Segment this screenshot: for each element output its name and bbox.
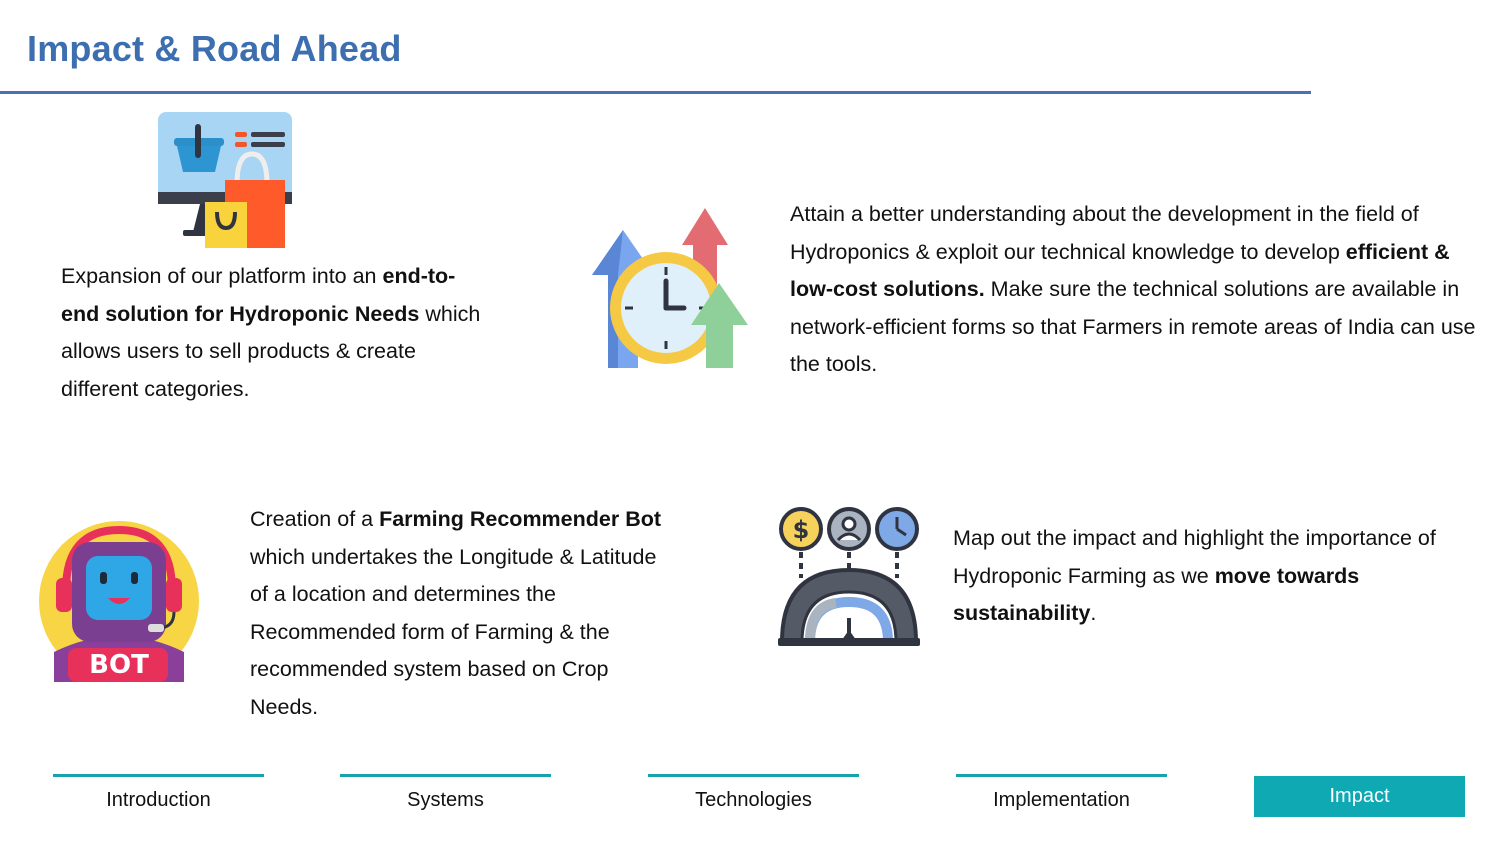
platform-text-part: Expansion of our platform into an (61, 264, 383, 288)
nav-tab-label: Implementation (993, 789, 1130, 811)
nav-tab-underline (340, 774, 551, 777)
bot-text-part: Creation of a (250, 507, 380, 531)
nav-tab-implementation[interactable]: Implementation (956, 774, 1167, 818)
impact-text-bold: move towards sustainability (953, 563, 1360, 626)
knowledge-text-part: Attain a better understanding about the … (790, 202, 1419, 264)
nav-tab-underline (53, 774, 264, 777)
nav-tab-label: Technologies (695, 789, 812, 811)
svg-text:$: $ (793, 516, 810, 544)
nav-tab-label: Impact (1329, 785, 1390, 807)
impact-text-part: Map out the impact and highlight the imp… (953, 526, 1436, 588)
platform-text-bold: end-to-end solution for Hydroponic Needs (61, 264, 456, 326)
recommender-bot-text: Creation of a Farming Recommender Bot wh… (250, 501, 670, 726)
knowledge-text: Attain a better understanding about the … (790, 196, 1490, 384)
knowledge-text-bold: efficient & low-cost solutions. (790, 239, 1450, 302)
nav-tab-technologies[interactable]: Technologies (648, 774, 859, 818)
nav-tab-underline (956, 774, 1167, 777)
page-title: Impact & Road Ahead (27, 28, 402, 69)
nav-tab-underline (648, 774, 859, 777)
title-divider (0, 91, 1311, 94)
nav-tab-label: Systems (407, 789, 484, 811)
bot-text-bold: Farming Recommender Bot (379, 507, 662, 531)
bot-text-part: which undertakes the Longitude & Latitud… (250, 544, 657, 719)
online-shopping-icon (155, 110, 295, 250)
nav-tab-systems[interactable]: Systems (340, 774, 551, 818)
nav-tab-introduction[interactable]: Introduction (53, 774, 264, 818)
nav-tab-label: Introduction (106, 789, 211, 811)
performance-gauge-icon: $ (776, 506, 922, 648)
growth-clock-icon (588, 205, 753, 370)
platform-text-part: which allows users to sell products & cr… (61, 301, 481, 401)
platform-expansion-text: Expansion of our platform into an end-to… (61, 258, 481, 408)
impact-text-part: . (1090, 601, 1097, 625)
nav-tab-impact[interactable]: Impact (1254, 776, 1465, 817)
bot-icon: BOT (38, 520, 200, 682)
sustainability-impact-text: Map out the impact and highlight the imp… (953, 520, 1493, 633)
bot-label: BOT (89, 650, 149, 680)
knowledge-text-part: Make sure the technical solutions are av… (790, 277, 1476, 376)
